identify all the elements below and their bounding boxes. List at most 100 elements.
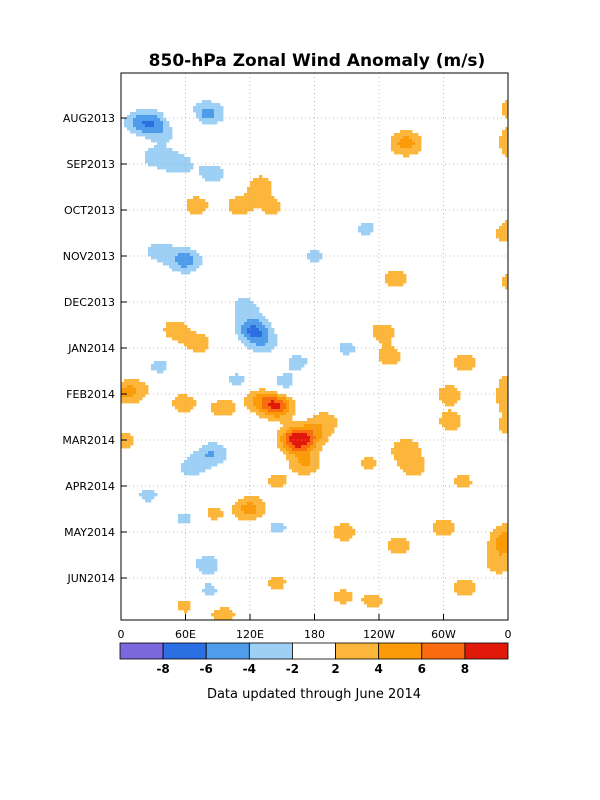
anomaly-cell (205, 172, 209, 176)
anomaly-cell (187, 208, 191, 212)
anomaly-cell (211, 586, 215, 590)
anomaly-cell (262, 190, 266, 194)
anomaly-cell (286, 415, 290, 419)
anomaly-cell (292, 433, 296, 437)
anomaly-cell (406, 439, 410, 443)
anomaly-cell (238, 505, 242, 509)
anomaly-cell (403, 139, 407, 143)
anomaly-cell (400, 460, 404, 464)
anomaly-cell (307, 454, 311, 458)
anomaly-cell (382, 352, 386, 356)
anomaly-cell (217, 511, 221, 515)
anomaly-cell (268, 328, 272, 332)
anomaly-cell (130, 121, 134, 125)
anomaly-cell (337, 526, 341, 530)
anomaly-cell (490, 568, 494, 572)
anomaly-cell (148, 121, 152, 125)
anomaly-cell (259, 508, 263, 512)
anomaly-cell (448, 529, 452, 533)
anomaly-cell (262, 403, 266, 407)
anomaly-cell (262, 205, 266, 209)
anomaly-cell (445, 415, 449, 419)
anomaly-cell (142, 130, 146, 134)
anomaly-cell (199, 115, 203, 119)
colorbar-swatch (248, 642, 293, 660)
anomaly-cell (415, 472, 419, 476)
anomaly-cell (406, 457, 410, 461)
anomaly-cell (349, 532, 353, 536)
anomaly-cell (253, 394, 257, 398)
anomaly-cell (406, 148, 410, 152)
anomaly-cell (172, 163, 176, 167)
anomaly-cell (178, 322, 182, 326)
anomaly-cell (367, 223, 371, 227)
anomaly-cell (280, 445, 284, 449)
anomaly-cell (193, 109, 197, 113)
anomaly-cell (289, 409, 293, 413)
anomaly-cell (190, 460, 194, 464)
anomaly-cell (277, 202, 281, 206)
anomaly-cell (412, 460, 416, 464)
anomaly-cell (307, 424, 311, 428)
anomaly-cell (262, 334, 266, 338)
anomaly-cell (193, 400, 197, 404)
anomaly-cell (490, 559, 494, 563)
anomaly-cell (244, 400, 248, 404)
anomaly-cell (169, 322, 173, 326)
anomaly-cell (403, 145, 407, 149)
anomaly-cell (262, 316, 266, 320)
anomaly-cell (298, 433, 302, 437)
anomaly-cell (295, 361, 299, 365)
anomaly-cell (133, 130, 137, 134)
anomaly-cell (130, 130, 134, 134)
anomaly-cell (451, 403, 455, 407)
anomaly-cell (259, 343, 263, 347)
anomaly-cell (412, 133, 416, 137)
anomaly-cell (499, 406, 503, 410)
anomaly-cell (211, 403, 215, 407)
anomaly-cell (496, 547, 500, 551)
anomaly-cell (124, 397, 128, 401)
anomaly-cell (373, 595, 377, 599)
anomaly-cell (169, 160, 173, 164)
anomaly-cell (250, 301, 254, 305)
anomaly-cell (232, 505, 236, 509)
anomaly-cell (364, 601, 368, 605)
anomaly-cell (496, 565, 500, 569)
anomaly-cell (349, 535, 353, 539)
anomaly-cell (139, 130, 143, 134)
anomaly-cell (310, 466, 314, 470)
anomaly-cell (265, 346, 269, 350)
anomaly-cell (442, 394, 446, 398)
anomaly-cell (271, 343, 275, 347)
anomaly-cell (343, 343, 347, 347)
anomaly-cell (265, 334, 269, 338)
anomaly-cell (178, 325, 182, 329)
anomaly-cell (205, 559, 209, 563)
colorbar-label: 6 (418, 662, 426, 676)
anomaly-cell (157, 157, 161, 161)
anomaly-cell (172, 262, 176, 266)
anomaly-cell (208, 562, 212, 566)
anomaly-cell (136, 379, 140, 383)
anomaly-cell (238, 382, 242, 386)
anomaly-cell (154, 154, 158, 158)
anomaly-cell (130, 439, 134, 443)
anomaly-cell (253, 178, 257, 182)
colorbar-label: 4 (374, 662, 382, 676)
anomaly-cell (217, 178, 221, 182)
anomaly-cell (250, 409, 254, 413)
anomaly-cell (370, 229, 374, 233)
anomaly-cell (499, 397, 503, 401)
anomaly-cell (388, 280, 392, 284)
anomaly-cell (280, 400, 284, 404)
anomaly-cell (406, 463, 410, 467)
anomaly-cell (406, 151, 410, 155)
anomaly-cell (199, 337, 203, 341)
anomaly-cell (499, 388, 503, 392)
anomaly-cell (148, 496, 152, 500)
anomaly-cell (166, 334, 170, 338)
anomaly-cell (196, 457, 200, 461)
anomaly-cell (148, 247, 152, 251)
anomaly-cell (376, 598, 380, 602)
